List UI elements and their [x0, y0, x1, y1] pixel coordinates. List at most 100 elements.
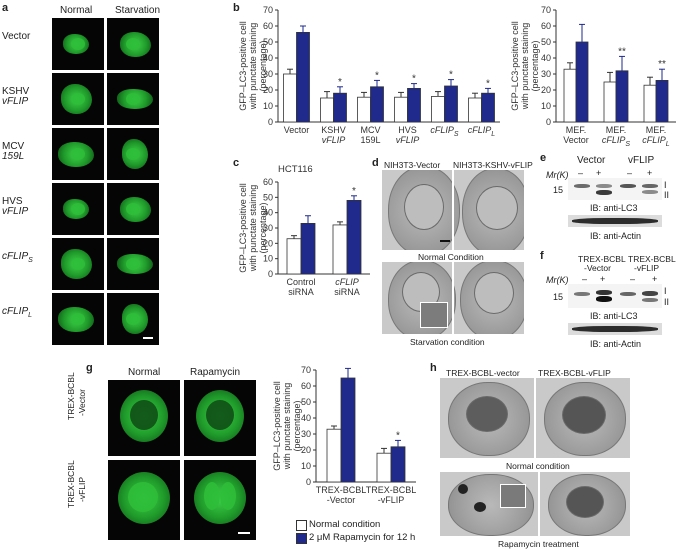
- y-axis-label: (percentage): [258, 202, 268, 253]
- bar: [340, 377, 356, 483]
- category-label-line2: -vFLIP: [378, 495, 405, 505]
- y-axis-label: GFP–LC3-positive cell: [510, 21, 520, 111]
- significance-star: *: [396, 430, 400, 441]
- y-tick-label: 10: [263, 101, 273, 111]
- panel-g-micro-vflip-normal: [108, 460, 180, 540]
- panel-d-em-normal: [382, 170, 524, 250]
- panel-a-micrograph: [107, 183, 159, 235]
- y-axis-label: GFP–LC3-positive cell: [272, 381, 282, 471]
- panel-a-micrograph: [52, 293, 104, 345]
- bar: [615, 70, 629, 123]
- panel-e-mark-2: +: [596, 168, 602, 178]
- category-label-line2: vFLIP: [322, 135, 346, 145]
- panel-h-em-rapamycin: [440, 472, 630, 536]
- panel-f-col2a: TREX-BCBL: [628, 254, 676, 264]
- panel-f-band-1: I: [664, 286, 667, 296]
- significance-star: *: [338, 77, 342, 88]
- panel-f-actin-blot: [568, 323, 662, 335]
- bar: [326, 428, 342, 483]
- y-tick-label: 10: [301, 461, 311, 471]
- panel-f-mark-1: –: [582, 274, 588, 284]
- bar: [575, 41, 589, 123]
- y-axis-label: (percentage): [258, 40, 268, 91]
- panel-e-band-1: I: [664, 180, 667, 190]
- bar: [643, 84, 657, 123]
- chart-b-main: 0 10 20 30 40 50 60 70 GFP–LC3-positive cell with…: [238, 5, 500, 145]
- y-tick-label: 0: [268, 117, 273, 127]
- panel-e-col2: vFLIP: [628, 155, 655, 166]
- panel-d-caption-top: Normal Condition: [418, 252, 484, 262]
- y-tick-label: 50: [263, 37, 273, 47]
- bar: [481, 92, 495, 123]
- y-axis-label: GFP–LC3-positive cell: [238, 183, 248, 273]
- panel-a-row-label: cFLIPS: [2, 251, 33, 265]
- y-tick-label: 50: [541, 37, 551, 47]
- panel-a-micrograph: [107, 128, 159, 180]
- legend-rapa-label: 2 μM Rapamycin for 12 h: [309, 532, 416, 543]
- category-label: KSHV: [321, 125, 346, 135]
- panel-h-em-normal: [440, 378, 630, 458]
- bar: [376, 452, 392, 483]
- bar: [655, 80, 669, 123]
- category-label-line2: siRNA: [334, 287, 360, 297]
- y-tick-label: 60: [301, 381, 311, 391]
- panel-h-caption-bottom: Rapamycin treatment: [498, 539, 579, 549]
- panel-g-col-normal: Normal: [128, 367, 161, 378]
- panel-a-row-label: KSHV vFLIP: [2, 86, 30, 107]
- category-label: MEF.: [566, 125, 587, 135]
- panel-a-row-label: cFLIPL: [2, 306, 33, 320]
- y-tick-label: 70: [263, 5, 273, 15]
- significance-star: *: [449, 70, 453, 81]
- panel-h-label-right: TREX-BCBL-vFLIP: [538, 368, 611, 378]
- bar: [563, 68, 577, 123]
- panel-d-letter: d: [372, 157, 379, 169]
- legend-normal-label: Normal condition: [309, 519, 381, 530]
- y-tick-label: 60: [263, 21, 273, 31]
- panel-h-caption-top: Normal condition: [506, 461, 570, 471]
- panel-e-lc3-blot: [568, 178, 662, 200]
- y-tick-label: 30: [301, 429, 311, 439]
- category-label: TREX-BCBL: [366, 485, 417, 495]
- significance-star: **: [618, 46, 626, 57]
- bar: [394, 96, 408, 123]
- legend-normal-swatch: [296, 520, 307, 531]
- panel-e-letter: e: [540, 152, 547, 164]
- panel-f-ib2: IB: anti-Actin: [590, 339, 642, 349]
- panel-b-letter: b: [233, 2, 240, 14]
- y-tick-label: 20: [301, 445, 311, 455]
- chart-c: 0 10 20 30 40 50 60 GFP–LC3-positive cell with p…: [238, 164, 370, 297]
- panel-f-col2b: -vFLIP: [634, 263, 660, 273]
- significance-star: *: [352, 186, 356, 197]
- y-tick-label: 20: [263, 85, 273, 95]
- y-tick-label: 30: [541, 69, 551, 79]
- panel-f-lc3-blot: [568, 284, 662, 308]
- bar: [333, 92, 347, 123]
- y-tick-label: 0: [546, 117, 551, 127]
- bar: [332, 224, 348, 275]
- category-label-sub: L: [666, 141, 670, 148]
- category-label-line2: cFLIPL: [642, 135, 670, 148]
- y-axis-label: with punctate staining: [282, 383, 292, 471]
- panel-e-mark-1: –: [578, 168, 584, 178]
- category-label: HVS: [398, 125, 417, 135]
- panel-a-micrograph: [107, 238, 159, 290]
- bar: [286, 238, 302, 275]
- y-axis-label: with punctate staining: [520, 23, 530, 111]
- significance-star: *: [375, 70, 379, 81]
- y-tick-label: 40: [263, 208, 273, 218]
- panel-f-col1a: TREX-BCBL: [578, 254, 626, 264]
- category-label-line2: cFLIPS: [602, 135, 631, 148]
- panel-a-micrograph: [52, 183, 104, 235]
- panel-a-letter: a: [2, 2, 9, 14]
- bar: [296, 31, 310, 123]
- panel-a-micrograph: [52, 128, 104, 180]
- legend-rapa-swatch: [296, 533, 307, 544]
- panel-h-letter: h: [430, 362, 437, 374]
- bar: [444, 85, 458, 123]
- panel-g-row2b: -vFLIP: [77, 476, 87, 502]
- y-tick-label: 40: [301, 413, 311, 423]
- category-label: TREX-BCBL: [316, 485, 367, 495]
- panel-f-letter: f: [540, 250, 544, 262]
- category-label-line2: vFLIP: [396, 135, 420, 145]
- panel-e-mark-3: –: [627, 168, 633, 178]
